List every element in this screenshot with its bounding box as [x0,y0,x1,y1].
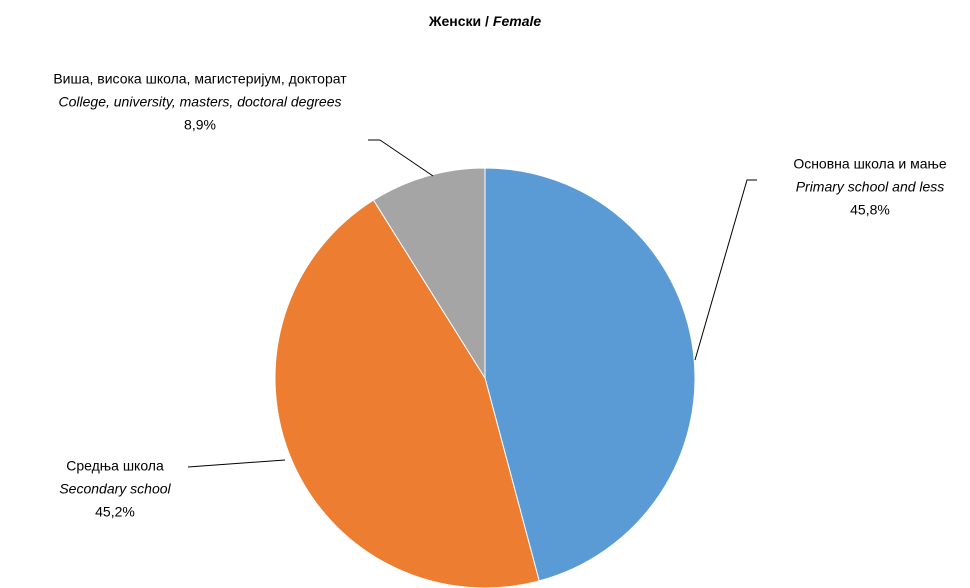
value-label: 45,2% [95,504,135,520]
leader-line [187,459,286,468]
value-label: 45,8% [850,202,890,218]
leader-line [694,179,757,361]
slice-label-en: College, university, masters, doctoral d… [59,94,342,110]
chart-title: Женски / Female [428,13,542,29]
slice-label-en: Primary school and less [796,179,945,195]
value-label: 8,9% [184,117,216,133]
leader-line [368,139,434,177]
pie-slice [372,167,486,380]
pie-slice [484,167,696,582]
slice-label: Виша, висока школа, магистеријум, доктор… [53,71,347,87]
slice-label: Основна школа и мање [793,156,947,172]
title-main: Женски / [428,13,489,29]
pie-slice [274,199,540,588]
slice-label-en: Secondary school [59,481,171,497]
slice-label: Средња школа [66,458,164,474]
title-italic: Female [493,13,541,29]
